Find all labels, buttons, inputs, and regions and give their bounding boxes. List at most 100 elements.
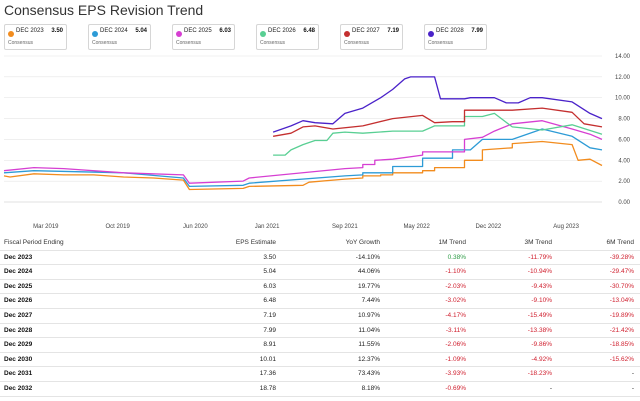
cell-trend-1m: -2.03% <box>445 282 466 290</box>
cell-yoy-growth: 11.55% <box>358 341 380 349</box>
cell-eps-estimate: 8.91 <box>263 341 276 349</box>
cell-trend-3m: -4.92% <box>531 355 552 363</box>
cell-trend-1m: -3.11% <box>445 326 466 334</box>
cell-eps-estimate: 7.99 <box>263 326 276 334</box>
legend-name: DEC 2023 <box>16 28 44 34</box>
table-row: Dec 2024 5.04 44.06% -1.10% -10.94% -29.47% <box>0 265 640 280</box>
header-3m-trend[interactable]: 3M Trend <box>524 239 552 246</box>
cell-trend-3m: -9.10% <box>531 297 552 305</box>
table-row: Dec 2032 18.78 8.18% -0.69% - - <box>0 382 640 397</box>
eps-table: Fiscal Period Ending EPS Estimate YoY Gr… <box>0 236 640 397</box>
y-tick-label: 6.00 <box>618 137 630 143</box>
table-row: Dec 2023 3.50 -14.10% 0.38% -11.79% -39.28% <box>0 251 640 266</box>
cell-trend-6m: -30.70% <box>609 282 634 290</box>
series-line-dec-2026 <box>273 112 603 156</box>
table-row: Dec 2029 8.91 11.55% -2.06% -9.86% -18.85% <box>0 338 640 353</box>
x-tick-label: Dec 2022 <box>476 224 502 230</box>
cell-eps-estimate: 17.36 <box>259 370 276 378</box>
legend-value: 6.48 <box>303 28 315 34</box>
cell-trend-1m: -4.17% <box>445 311 466 319</box>
table-row: Dec 2025 6.03 19.77% -2.03% -9.43% -30.70% <box>0 280 640 295</box>
cell-fiscal-period: Dec 2026 <box>4 297 33 305</box>
legend-dot-icon <box>344 31 350 37</box>
table-row: Dec 2031 17.36 73.43% -3.93% -18.23% - <box>0 367 640 382</box>
legend-sub: Consensus <box>92 40 118 46</box>
cell-yoy-growth: 73.43% <box>357 370 380 378</box>
y-tick-label: 4.00 <box>618 158 630 164</box>
cell-yoy-growth: 11.04% <box>358 326 380 334</box>
cell-eps-estimate: 7.19 <box>263 311 276 319</box>
series-line-dec-2024 <box>3 128 603 188</box>
cell-yoy-growth: 8.18% <box>361 384 380 392</box>
header-fiscal-period[interactable]: Fiscal Period Ending <box>4 239 64 246</box>
cell-trend-6m: - <box>631 370 634 378</box>
x-tick-label: Sep 2021 <box>332 224 358 230</box>
cell-eps-estimate: 5.04 <box>263 268 276 276</box>
legend-chip-dec-2025[interactable]: DEC 2025 6.03 Consensus <box>172 24 235 50</box>
table-row: Dec 2027 7.19 10.97% -4.17% -15.49% -19.89% <box>0 309 640 324</box>
cell-fiscal-period: Dec 2023 <box>4 253 33 261</box>
cell-fiscal-period: Dec 2025 <box>4 282 33 290</box>
legend-value: 3.50 <box>51 28 63 34</box>
cell-eps-estimate: 6.48 <box>263 297 276 305</box>
legend-sub: Consensus <box>8 40 34 46</box>
legend-chip-dec-2023[interactable]: DEC 2023 3.50 Consensus <box>4 24 67 50</box>
cell-fiscal-period: Dec 2031 <box>4 370 33 378</box>
cell-trend-3m: -9.86% <box>531 341 552 349</box>
x-tick-label: Aug 2023 <box>553 224 579 230</box>
y-tick-label: 10.00 <box>615 96 631 102</box>
legend: DEC 2023 3.50 Consensus DEC 2024 5.04 Co… <box>4 24 638 50</box>
cell-fiscal-period: Dec 2024 <box>4 268 33 276</box>
legend-name: DEC 2025 <box>184 28 212 34</box>
cell-yoy-growth: -14.10% <box>355 253 380 261</box>
header-6m-trend[interactable]: 6M Trend <box>606 239 634 246</box>
cell-fiscal-period: Dec 2027 <box>4 311 33 319</box>
legend-name: DEC 2028 <box>436 28 464 34</box>
cell-eps-estimate: 10.01 <box>259 355 276 363</box>
legend-sub: Consensus <box>428 40 454 46</box>
cell-trend-3m: -11.79% <box>528 253 552 261</box>
legend-sub: Consensus <box>176 40 202 46</box>
cell-trend-3m: -18.23% <box>527 370 552 378</box>
cell-fiscal-period: Dec 2028 <box>4 326 33 334</box>
series-line-dec-2027 <box>272 107 603 137</box>
header-yoy-growth[interactable]: YoY Growth <box>345 239 380 246</box>
table-body: Dec 2023 3.50 -14.10% 0.38% -11.79% -39.28% De… <box>0 251 640 397</box>
cell-eps-estimate: 3.50 <box>263 253 276 261</box>
series-line-dec-2025 <box>3 120 603 184</box>
legend-dot-icon <box>428 31 434 37</box>
series-line-dec-2023 <box>3 140 603 191</box>
header-eps-estimate[interactable]: EPS Estimate <box>235 239 276 246</box>
x-tick-label: Jan 2021 <box>255 224 280 230</box>
cell-yoy-growth: 44.06% <box>357 268 380 276</box>
cell-yoy-growth: 19.77% <box>357 282 380 290</box>
table-row: Dec 2030 10.01 12.37% -1.09% -4.92% -15.62% <box>0 353 640 368</box>
cell-trend-1m: -3.93% <box>445 370 466 378</box>
y-tick-label: 12.00 <box>615 75 631 81</box>
cell-yoy-growth: 10.97% <box>357 311 380 319</box>
eps-revision-chart: 0.00 2.00 4.00 6.00 8.00 10.00 12.00 14.00 Mar 2… <box>3 54 631 230</box>
legend-dot-icon <box>92 31 98 37</box>
y-tick-label: 2.00 <box>618 179 630 185</box>
page-title: Consensus EPS Revision Trend <box>4 2 204 18</box>
legend-chip-dec-2026[interactable]: DEC 2026 6.48 Consensus <box>256 24 319 50</box>
cell-trend-1m: -1.10% <box>445 268 466 276</box>
cell-trend-3m: -10.94% <box>527 268 552 276</box>
legend-value: 7.19 <box>387 28 399 34</box>
legend-name: DEC 2024 <box>100 28 128 34</box>
cell-trend-6m: -19.89% <box>609 311 634 319</box>
legend-dot-icon <box>8 31 14 37</box>
header-1m-trend[interactable]: 1M Trend <box>438 239 466 246</box>
legend-chip-dec-2028[interactable]: DEC 2028 7.99 Consensus <box>424 24 487 50</box>
legend-chip-dec-2024[interactable]: DEC 2024 5.04 Consensus <box>88 24 151 50</box>
legend-value: 7.99 <box>471 28 483 34</box>
cell-trend-3m: -13.38% <box>527 326 552 334</box>
legend-dot-icon <box>260 31 266 37</box>
legend-sub: Consensus <box>344 40 370 46</box>
legend-chip-dec-2027[interactable]: DEC 2027 7.19 Consensus <box>340 24 403 50</box>
cell-trend-3m: -15.49% <box>527 311 552 319</box>
cell-fiscal-period: Dec 2032 <box>4 384 33 392</box>
cell-trend-6m: -29.47% <box>609 268 634 276</box>
legend-value: 6.03 <box>219 28 231 34</box>
cell-eps-estimate: 6.03 <box>263 282 276 290</box>
